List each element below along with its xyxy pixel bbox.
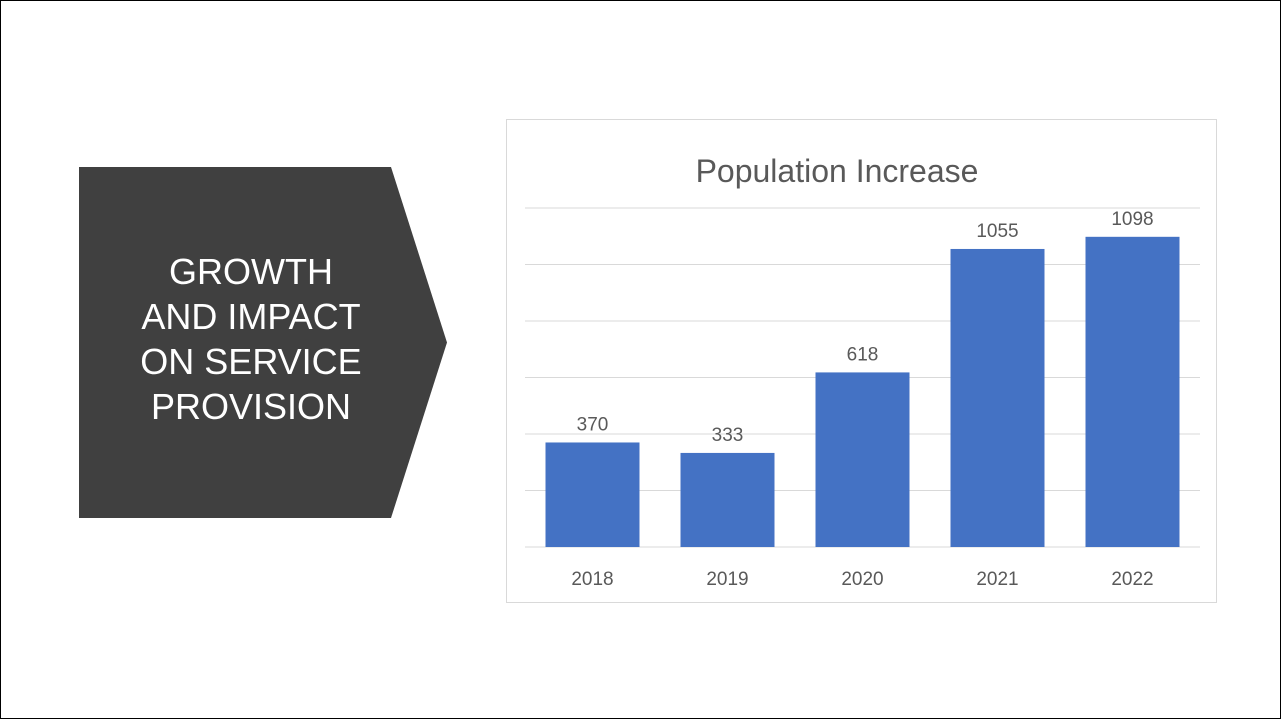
x-tick-2020: 2020 bbox=[841, 569, 883, 590]
data-labels: 370 333 618 1055 1098 bbox=[577, 209, 1154, 446]
x-tick-2019: 2019 bbox=[706, 569, 748, 590]
section-heading-pentagon: GROWTH AND IMPACT ON SERVICE PROVISION bbox=[79, 167, 447, 518]
pentagon-shape bbox=[79, 167, 447, 518]
data-label-2021: 1055 bbox=[976, 221, 1018, 242]
bars bbox=[545, 236, 1180, 547]
data-label-2018: 370 bbox=[577, 414, 609, 435]
data-label-2020: 618 bbox=[847, 344, 879, 365]
bar-2018 bbox=[545, 442, 640, 547]
x-tick-2018: 2018 bbox=[571, 569, 613, 590]
chart-title: Population Increase bbox=[696, 153, 979, 189]
chart-container: Population Increase 370 333 618 1055 1098 20… bbox=[506, 119, 1217, 603]
heading-line-1: GROWTH bbox=[169, 250, 333, 292]
bar-2020 bbox=[815, 372, 910, 547]
bar-2019 bbox=[680, 452, 775, 547]
x-tick-2021: 2021 bbox=[976, 569, 1018, 590]
bar-2021 bbox=[950, 248, 1045, 547]
heading-line-4: PROVISION bbox=[150, 385, 352, 427]
bar-2022 bbox=[1085, 236, 1180, 547]
heading-line-2: AND IMPACT bbox=[141, 295, 361, 337]
x-axis-ticks: 2018 2019 2020 2021 2022 bbox=[571, 569, 1153, 590]
section-heading: GROWTH AND IMPACT ON SERVICE PROVISION bbox=[79, 167, 423, 518]
x-tick-2022: 2022 bbox=[1111, 569, 1153, 590]
data-label-2022: 1098 bbox=[1111, 209, 1153, 230]
bar-chart: Population Increase 370 333 618 1055 1098 20… bbox=[525, 153, 1200, 590]
data-label-2019: 333 bbox=[712, 425, 744, 446]
heading-line-3: ON SERVICE bbox=[140, 340, 362, 382]
